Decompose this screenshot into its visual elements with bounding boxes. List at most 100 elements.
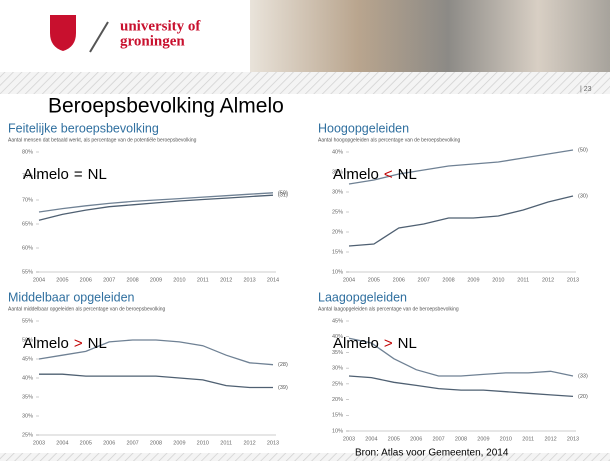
x-tick-label: 2009 <box>150 277 162 283</box>
x-tick-label: 2004 <box>56 440 68 446</box>
x-tick-label: 2013 <box>267 440 279 446</box>
x-tick-label: 2011 <box>517 277 529 283</box>
series-label: (39) <box>278 385 288 391</box>
x-tick-label: 2012 <box>220 277 232 283</box>
chart-subtitle: Aantal mensen dat betaald werkt, als per… <box>8 137 197 143</box>
logo-slash <box>89 21 109 53</box>
y-tick-label: 80% <box>22 149 33 155</box>
x-tick-label: 2007 <box>418 277 430 283</box>
y-tick-label: 30% <box>332 366 343 372</box>
x-tick-label: 2012 <box>542 277 554 283</box>
y-tick-label: 15% <box>332 413 343 419</box>
y-tick-label: 20% <box>332 229 343 235</box>
x-tick-label: 2009 <box>467 277 479 283</box>
y-tick-label: 15% <box>332 249 343 255</box>
annotation-part: NL <box>88 166 107 183</box>
series-label: (20) <box>578 394 588 400</box>
annotation-part: NL <box>398 166 417 183</box>
annotation: Almelo < NL <box>333 166 417 183</box>
x-tick-label: 2007 <box>432 436 444 442</box>
x-tick-label: 2013 <box>243 277 255 283</box>
series-line <box>39 373 273 389</box>
annotation: Almelo > NL <box>23 335 107 352</box>
x-tick-label: 2011 <box>197 277 209 283</box>
x-tick-label: 2011 <box>522 436 534 442</box>
y-tick-label: 25% <box>22 432 33 438</box>
y-tick-label: 10% <box>332 269 343 275</box>
x-tick-label: 2006 <box>393 277 405 283</box>
x-tick-label: 2010 <box>173 277 185 283</box>
x-tick-label: 2005 <box>368 277 380 283</box>
y-tick-label: 50% <box>22 337 33 343</box>
x-tick-label: 2007 <box>126 440 138 446</box>
x-tick-label: 2013 <box>567 277 579 283</box>
series-label: (50) <box>278 190 288 196</box>
annotation: Almelo = NL <box>23 166 107 183</box>
header-photo <box>250 0 610 72</box>
series-line <box>348 375 574 398</box>
series-line <box>348 337 574 377</box>
hatch-band-bottom <box>0 453 610 461</box>
series-label: (30) <box>578 193 588 199</box>
logo-text: university of <box>120 18 201 34</box>
slide-title: Beroepsbevolking Almelo <box>48 95 284 118</box>
series-line <box>348 195 574 247</box>
x-tick-label: 2007 <box>103 277 115 283</box>
x-tick-label: 2006 <box>410 436 422 442</box>
series-label: (31) <box>278 193 288 199</box>
annotation-part: Almelo <box>23 166 69 183</box>
series-line <box>38 192 274 213</box>
logo-text: groningen <box>120 33 185 49</box>
series-label: (28) <box>278 362 288 368</box>
series-line <box>38 339 274 366</box>
x-tick-label: 2008 <box>126 277 138 283</box>
x-tick-label: 2008 <box>442 277 454 283</box>
series-line <box>38 194 274 221</box>
y-tick-label: 75% <box>22 173 33 179</box>
annotation-part: Almelo <box>23 335 69 352</box>
annotation-part: = <box>74 166 83 183</box>
chart-subtitle: Aantal middelbaar opgeleiden als percent… <box>8 306 166 312</box>
y-tick-label: 30% <box>22 413 33 419</box>
y-tick-label: 25% <box>332 209 343 215</box>
x-tick-label: 2004 <box>33 277 45 283</box>
annotation: Almelo > NL <box>333 335 417 352</box>
y-tick-label: 45% <box>22 356 33 362</box>
x-tick-label: 2013 <box>567 436 579 442</box>
y-tick-label: 35% <box>332 169 343 175</box>
x-tick-label: 2014 <box>267 277 279 283</box>
x-tick-label: 2006 <box>103 440 115 446</box>
x-tick-label: 2010 <box>197 440 209 446</box>
y-tick-label: 20% <box>332 397 343 403</box>
y-tick-label: 55% <box>22 318 33 324</box>
x-tick-label: 2012 <box>243 440 255 446</box>
y-tick-label: 60% <box>22 245 33 251</box>
hatch-band <box>0 72 610 94</box>
chart-subtitle: Aantal laagopgeleiden als percentage van… <box>318 306 459 312</box>
y-tick-label: 55% <box>22 269 33 275</box>
annotation-part: > <box>384 335 393 352</box>
y-tick-label: 40% <box>332 149 343 155</box>
x-tick-label: 2003 <box>33 440 45 446</box>
y-tick-label: 25% <box>332 381 343 387</box>
y-tick-label: 45% <box>332 318 343 324</box>
x-tick-label: 2006 <box>80 277 92 283</box>
x-tick-label: 2005 <box>56 277 68 283</box>
y-tick-label: 35% <box>332 350 343 356</box>
chart-title: Hoogopgeleiden <box>318 121 409 135</box>
x-tick-label: 2009 <box>173 440 185 446</box>
x-tick-label: 2010 <box>492 277 504 283</box>
annotation-part: < <box>384 166 393 183</box>
x-tick-label: 2008 <box>455 436 467 442</box>
annotation-part: NL <box>398 335 417 352</box>
x-tick-label: 2005 <box>388 436 400 442</box>
series-line <box>348 149 574 185</box>
annotation-part: > <box>74 335 83 352</box>
x-tick-label: 2012 <box>544 436 556 442</box>
annotation-part: Almelo <box>333 335 379 352</box>
x-tick-label: 2004 <box>365 436 377 442</box>
x-tick-label: 2010 <box>500 436 512 442</box>
chart-title: Feitelijke beroepsbevolking <box>8 121 159 135</box>
series-label: (50) <box>578 147 588 153</box>
